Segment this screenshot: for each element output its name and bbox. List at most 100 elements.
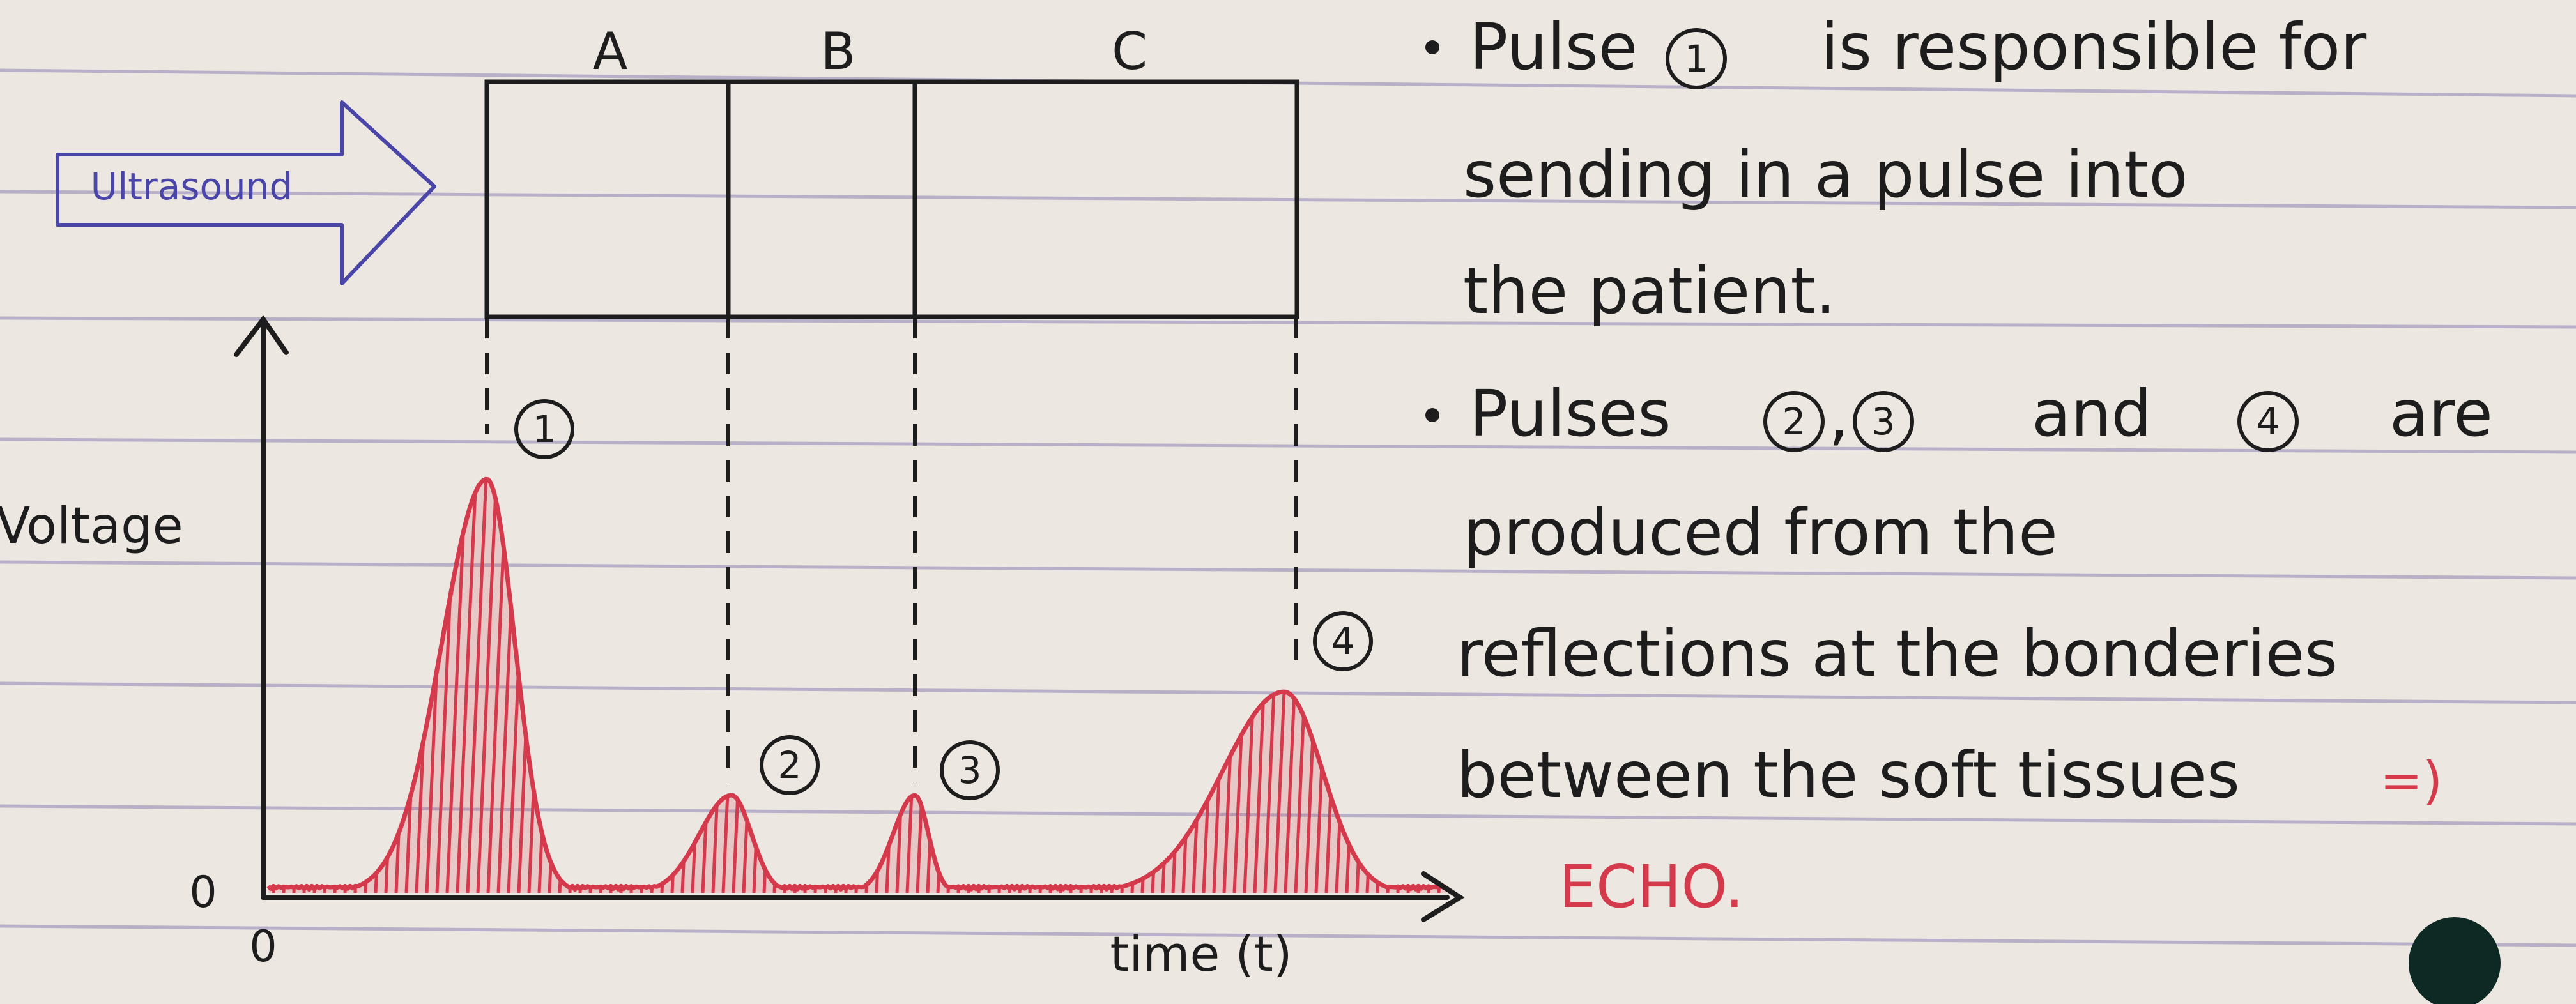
hatch-stroke (670, 479, 700, 893)
hatch-stroke (1089, 479, 1119, 893)
hatch-stroke (629, 479, 659, 893)
hatch-stroke (466, 479, 495, 893)
hatch-stroke (619, 479, 648, 893)
bullet1-line3: the patient. (1463, 254, 1836, 328)
hatch-stroke (609, 479, 638, 893)
bullet2-number-a: 2 (1782, 400, 1806, 443)
hatch-stroke (967, 479, 996, 893)
hatch-stroke (793, 479, 822, 893)
bullet2-line4: between the soft tissues (1457, 738, 2240, 812)
hatch-stroke (864, 479, 894, 893)
pulse-marker-2: 2 (760, 735, 820, 795)
hatch-stroke (813, 479, 843, 893)
hatch-stroke (1355, 479, 1384, 893)
x-zero-label: 0 (249, 922, 277, 972)
hatch-stroke (476, 479, 505, 893)
hatch-stroke (1130, 479, 1160, 893)
hatch-stroke (875, 479, 904, 893)
hatch-stroke (824, 479, 853, 893)
bullet2-circled-number-c (2237, 391, 2299, 452)
hatch-stroke (486, 479, 516, 893)
hatch-stroke (762, 479, 792, 893)
bullet1-line2: sending in a pulse into (1463, 137, 2188, 212)
bullet1-circled-number (1666, 28, 1727, 89)
bullet1-number: 1 (1685, 37, 1708, 80)
hatch-stroke (578, 479, 608, 893)
hatch-stroke (1110, 479, 1139, 893)
hatch-stroke (1427, 479, 1446, 893)
bullet2-number-b: 3 (1872, 400, 1896, 443)
hatch-stroke (1386, 479, 1415, 893)
voltage-trace (266, 476, 1448, 892)
y-zero-label: 0 (189, 867, 217, 918)
hatch-stroke (1416, 479, 1446, 893)
signal-hatching (268, 479, 1446, 893)
hatch-stroke (1140, 479, 1170, 893)
hatch-stroke (936, 479, 965, 893)
hatch-stroke (732, 479, 761, 893)
hatch-stroke (1120, 479, 1149, 893)
note-bullet-1: Pulse 1 is responsible for sending in a … (1425, 10, 2367, 328)
tissue-boxes (484, 79, 1300, 319)
hatch-stroke (1028, 479, 1057, 893)
hatch-stroke (987, 479, 1016, 893)
ultrasound-label: Ultrasound (91, 165, 293, 208)
hatch-stroke (568, 479, 597, 893)
hatch-stroke (1018, 479, 1047, 893)
hatch-stroke (1396, 479, 1425, 893)
hatch-stroke (1079, 479, 1108, 893)
pulse-marker-1: 1 (514, 399, 574, 459)
hatch-stroke (1100, 479, 1129, 893)
hatch-stroke (1069, 479, 1098, 893)
hatch-stroke (558, 479, 587, 893)
hatch-stroke (456, 479, 485, 893)
axes (234, 315, 1465, 922)
hatch-stroke (926, 479, 955, 893)
hatch-stroke (333, 479, 362, 893)
hatch-stroke (680, 479, 710, 893)
pulse-marker-3-number: 3 (958, 749, 982, 792)
bullet2-number-c: 4 (2257, 400, 2280, 443)
pulse-marker-2-number: 2 (778, 743, 802, 787)
bullet2-line3: reflections at the bonderies (1457, 616, 2338, 691)
hatch-stroke (353, 479, 383, 893)
region-label-b: B (821, 22, 856, 81)
hatch-stroke (374, 479, 403, 893)
hatch-stroke (588, 479, 618, 893)
hatch-stroke (946, 479, 976, 893)
hatch-stroke (1345, 479, 1374, 893)
dashed-guides (485, 317, 1298, 782)
hatch-stroke (803, 479, 832, 893)
pulse-marker-3: 3 (940, 740, 1000, 800)
hatch-stroke (1365, 479, 1395, 893)
hatch-stroke (742, 479, 771, 893)
hatch-stroke (1171, 479, 1200, 893)
x-axis-label: time (t) (1110, 925, 1292, 982)
echo-label: ECHO. (1559, 853, 1744, 921)
page-corner-dot (2409, 917, 2501, 1004)
bullet2-circled-number-a (1763, 391, 1825, 452)
hatch-stroke (854, 479, 884, 893)
hatch-stroke (1376, 479, 1405, 893)
hatch-stroke (834, 479, 863, 893)
hatch-stroke (783, 479, 812, 893)
pulse-marker-1-number: 1 (533, 407, 556, 451)
hatch-stroke (1059, 479, 1088, 893)
hatch-stroke (343, 479, 372, 893)
hatch-stroke (640, 479, 669, 893)
region-label-c: C (1112, 22, 1147, 81)
hatch-stroke (323, 479, 352, 893)
hatch-stroke (956, 479, 986, 893)
implies-arrow: =) (2380, 751, 2442, 810)
hatch-stroke (1324, 479, 1354, 893)
hatch-stroke (599, 479, 628, 893)
pulse-marker-4-number: 4 (1331, 620, 1355, 663)
hatch-stroke (1038, 479, 1068, 893)
region-label-a: A (593, 22, 628, 81)
hatch-stroke (1406, 479, 1436, 893)
hatch-stroke (1008, 479, 1037, 893)
bullet1-line1-post: is responsible for (1821, 10, 2367, 84)
ultrasound-arrow-icon (56, 100, 436, 285)
hatch-stroke (1048, 479, 1078, 893)
